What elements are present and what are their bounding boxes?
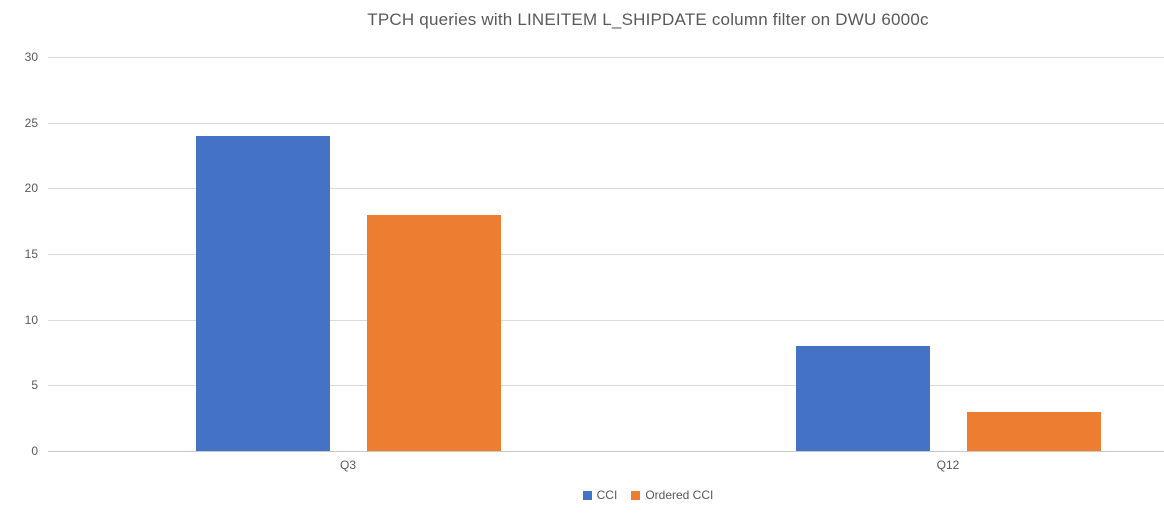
legend: CCI Ordered CCI	[48, 489, 1164, 501]
legend-item-ordered-cci: Ordered CCI	[631, 489, 713, 501]
x-category-label-q3: Q3	[339, 458, 356, 472]
gridline-y-30	[48, 57, 1164, 58]
legend-label-cci: CCI	[596, 488, 618, 502]
gridline-y-5	[48, 385, 1164, 387]
bar-cci-q3	[195, 135, 330, 451]
bar-ordered-cci-q12	[966, 411, 1101, 451]
gridline-y-10	[48, 319, 1164, 321]
gridline-y-25	[48, 122, 1164, 124]
y-tick-label-25: 25	[24, 115, 38, 130]
y-tick-label-5: 5	[31, 378, 38, 393]
bar-cci-q12	[795, 345, 930, 451]
legend-swatch-cci	[582, 490, 592, 500]
legend-label-ordered-cci: Ordered CCI	[645, 488, 714, 502]
y-tick-label-30: 30	[24, 50, 38, 64]
gridline-y-15	[48, 254, 1164, 255]
y-tick-label-20: 20	[24, 181, 38, 196]
y-tick-label-15: 15	[24, 247, 38, 261]
x-category-label-q12: Q12	[936, 458, 960, 472]
chart-title: TPCH queries with LINEITEM L_SHIPDATE co…	[367, 10, 929, 29]
y-tick-label-10: 10	[24, 312, 38, 327]
gridline-y-20	[48, 188, 1164, 190]
y-tick-label-0: 0	[31, 444, 38, 458]
legend-item-cci: CCI	[582, 488, 618, 502]
bar-ordered-cci-q3	[366, 214, 501, 451]
x-axis-line	[48, 451, 1164, 452]
legend-swatch-ordered-cci	[631, 490, 641, 500]
